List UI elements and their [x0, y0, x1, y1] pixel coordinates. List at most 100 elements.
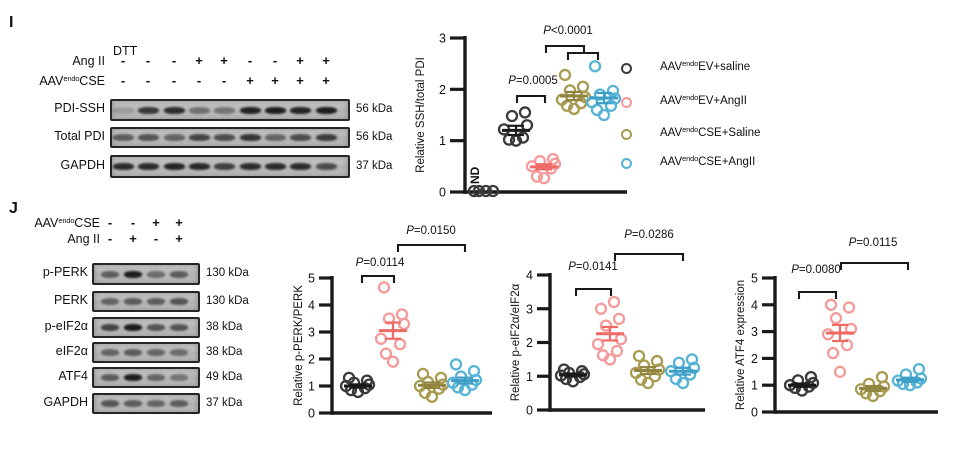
- blot-lane-box: [92, 367, 200, 388]
- data-point: [416, 367, 430, 381]
- protein-band: [124, 324, 142, 331]
- condition-symbol: -: [272, 53, 278, 68]
- protein-band: [163, 106, 185, 114]
- protein-band: [124, 349, 142, 356]
- data-point: [467, 364, 481, 378]
- protein-band: [147, 400, 165, 407]
- data-point: [379, 347, 393, 360]
- superscript-text: endo: [682, 153, 699, 163]
- protein-band: [170, 298, 188, 305]
- protein-band: [101, 324, 119, 331]
- label-text: AAV: [660, 61, 683, 73]
- significance-bracket: [613, 252, 685, 261]
- scatter-plot-peif: 0 1 2 3 4 Relative p-eIF2α/eIF2α P=0.0141 P=0.0…: [510, 229, 705, 418]
- data-point: [824, 298, 838, 311]
- molecular-weight-label: 130 kDa: [206, 267, 249, 279]
- protein-band: [124, 400, 142, 407]
- protein-band: [112, 134, 134, 141]
- data-point: [486, 184, 500, 198]
- protein-band: [264, 106, 286, 114]
- blot-target-label: PERK: [53, 292, 88, 307]
- protein-band: [264, 163, 286, 170]
- protein-band: [213, 134, 235, 141]
- data-point: [505, 109, 519, 123]
- data-point: [607, 295, 621, 309]
- data-point: [472, 184, 486, 198]
- superscript-text: endo: [682, 58, 699, 68]
- blot-target-label: p-PERK: [42, 265, 88, 279]
- protein-band: [137, 134, 159, 141]
- label-text: EV+saline: [698, 61, 751, 73]
- protein-band: [147, 374, 165, 381]
- data-point: [386, 355, 400, 368]
- data-point: [342, 371, 356, 385]
- data-point: [614, 332, 628, 346]
- legend-marker-circle: [621, 63, 632, 74]
- data-point: [650, 354, 664, 368]
- significance-bracket: [544, 44, 586, 53]
- data-point: [829, 312, 843, 325]
- data-point: [594, 302, 608, 315]
- condition-symbol: +: [129, 231, 137, 246]
- condition-symbol: +: [322, 53, 330, 68]
- p-value-label: P=0.0286: [624, 229, 674, 241]
- data-point: [591, 338, 605, 351]
- data-point: [612, 312, 626, 326]
- data-point: [377, 281, 391, 294]
- blot-target-label: PDI-SSH: [54, 101, 105, 115]
- condition-symbol: -: [130, 215, 136, 230]
- y-tick-label: 2: [751, 352, 758, 366]
- data-point: [434, 371, 448, 385]
- protein-band: [101, 400, 119, 407]
- legend-item-label: AAVendoEV+AngII: [660, 93, 747, 108]
- y-tick-label: 3: [751, 325, 758, 339]
- p-value-label: P=0.0115: [849, 237, 898, 249]
- data-point: [588, 60, 602, 73]
- protein-band: [101, 349, 119, 356]
- data-point: [518, 106, 532, 119]
- protein-band: [289, 106, 311, 114]
- molecular-weight-label: 38 kDa: [206, 345, 243, 358]
- condition-symbol: +: [322, 73, 330, 88]
- protein-band: [239, 163, 261, 170]
- blot-target-label: eIF2α: [55, 343, 88, 358]
- data-point: [875, 371, 889, 384]
- data-point: [576, 80, 590, 93]
- data-point: [449, 358, 463, 371]
- blot-lane-box: [92, 342, 200, 363]
- data-point: [393, 337, 407, 351]
- protein-band: [315, 163, 337, 170]
- protein-band: [213, 106, 235, 114]
- y-tick-label: 0: [526, 404, 533, 418]
- blot-lane-box: [92, 317, 200, 338]
- label-text: EV+AngII: [698, 95, 747, 107]
- condition-row-label: Ang II: [6, 54, 105, 68]
- y-tick-label: 4: [751, 298, 758, 312]
- condition-symbol: +: [195, 53, 203, 68]
- data-point: [912, 362, 926, 376]
- protein-band: [170, 270, 188, 278]
- legend-item-label: AAVendoCSE+Saline: [660, 125, 761, 140]
- p-value-label: P=0.0080: [791, 264, 841, 276]
- protein-band: [264, 134, 286, 141]
- y-axis-title: Relative p-PERK/PERK: [293, 285, 305, 406]
- protein-band: [170, 374, 188, 381]
- protein-band: [188, 106, 210, 114]
- condition-symbol: +: [296, 53, 304, 68]
- label-text: CSE+Saline: [698, 127, 761, 139]
- protein-band: [289, 134, 311, 141]
- p-value-label: P=0.0150: [406, 225, 456, 237]
- protein-band: [147, 349, 165, 356]
- protein-band: [289, 163, 311, 170]
- y-tick-label: 5: [308, 272, 315, 286]
- condition-symbol: -: [171, 53, 177, 68]
- protein-band: [124, 298, 142, 305]
- molecular-weight-label: 56 kDa: [356, 103, 393, 115]
- condition-row-label: AAVendoCSE: [6, 74, 105, 89]
- condition-symbol: +: [175, 215, 183, 230]
- condition-row-label: Ang II: [6, 232, 100, 246]
- label-text: Ang II: [67, 232, 100, 246]
